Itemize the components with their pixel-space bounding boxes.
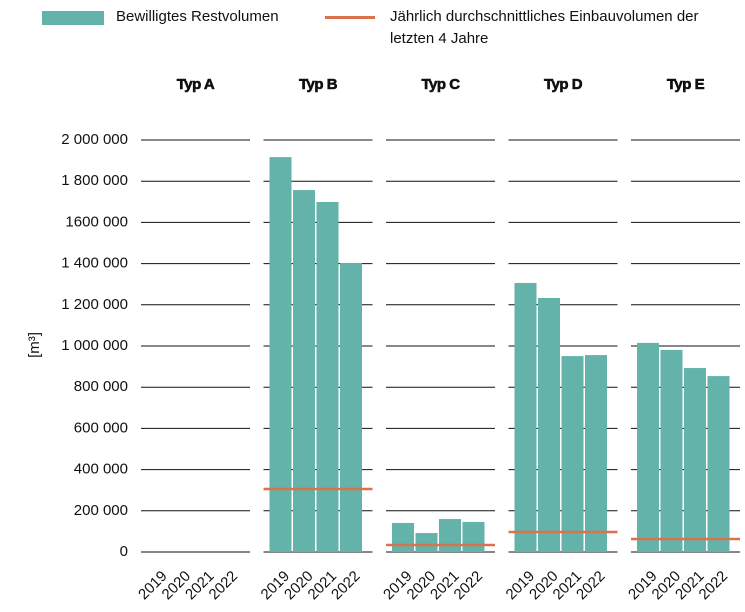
bar [585,355,607,552]
y-axis-label: [m³] [26,332,43,358]
y-tick-label: 1 400 000 [61,255,128,272]
y-tick-label: 1600 000 [65,213,128,230]
y-tick-label: 1 000 000 [61,337,128,354]
bar [415,533,438,552]
bar [316,202,339,553]
y-tick-label: 2 000 000 [61,131,128,148]
bar [340,262,362,552]
bar [660,349,683,552]
bar [561,356,584,552]
bar [684,368,706,552]
bar [293,190,315,553]
bar [538,298,560,552]
bar [707,376,730,552]
bar [637,342,659,552]
panel-title: Typ B [299,76,338,93]
y-tick-label: 200 000 [74,502,128,519]
legend-label: Bewilligtes Restvolumen [116,8,279,25]
legend-item: Jährlich durchschnittliches Einbauvolume… [325,6,745,50]
y-tick-label: 800 000 [74,378,128,395]
y-tick-label: 0 [120,543,128,560]
bar [269,157,292,552]
panel-title: Typ E [667,76,705,93]
y-tick-label: 400 000 [74,461,128,478]
legend-swatch [42,11,104,25]
y-tick-label: 1 200 000 [61,296,128,313]
legend-label: Jährlich durchschnittliches Einbauvolume… [390,8,699,47]
bar [514,282,537,552]
y-tick-label: 1 800 000 [61,172,128,189]
bar [392,522,414,552]
bar [439,519,461,552]
panel-title: Typ D [544,76,583,93]
legend-item: Bewilligtes Restvolumen [42,6,279,28]
y-tick-label: 600 000 [74,419,128,436]
bar [462,521,485,552]
panel-title: Typ C [421,76,460,93]
legend-swatch [325,16,375,19]
panel-title: Typ A [177,76,215,93]
